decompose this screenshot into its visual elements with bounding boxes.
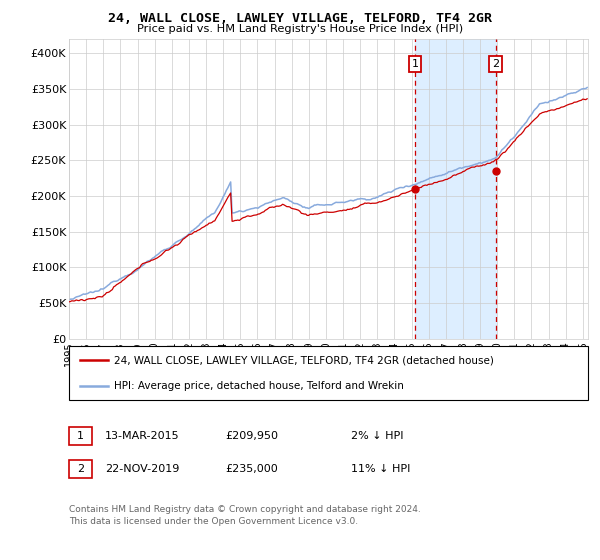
Text: 11% ↓ HPI: 11% ↓ HPI bbox=[351, 464, 410, 474]
Text: 13-MAR-2015: 13-MAR-2015 bbox=[105, 431, 179, 441]
Text: 24, WALL CLOSE, LAWLEY VILLAGE, TELFORD, TF4 2GR (detached house): 24, WALL CLOSE, LAWLEY VILLAGE, TELFORD,… bbox=[114, 356, 494, 365]
Text: 1: 1 bbox=[412, 59, 419, 69]
Text: 2: 2 bbox=[77, 464, 84, 474]
Text: Price paid vs. HM Land Registry's House Price Index (HPI): Price paid vs. HM Land Registry's House … bbox=[137, 24, 463, 34]
Text: 22-NOV-2019: 22-NOV-2019 bbox=[105, 464, 179, 474]
Text: 2% ↓ HPI: 2% ↓ HPI bbox=[351, 431, 404, 441]
Bar bbox=[415, 39, 496, 339]
Text: 1: 1 bbox=[77, 431, 84, 441]
Text: 2: 2 bbox=[492, 59, 499, 69]
Text: 24, WALL CLOSE, LAWLEY VILLAGE, TELFORD, TF4 2GR: 24, WALL CLOSE, LAWLEY VILLAGE, TELFORD,… bbox=[108, 12, 492, 25]
Text: Contains HM Land Registry data © Crown copyright and database right 2024.
This d: Contains HM Land Registry data © Crown c… bbox=[69, 505, 421, 526]
Text: HPI: Average price, detached house, Telford and Wrekin: HPI: Average price, detached house, Telf… bbox=[114, 381, 404, 390]
Text: £209,950: £209,950 bbox=[225, 431, 278, 441]
Text: £235,000: £235,000 bbox=[225, 464, 278, 474]
